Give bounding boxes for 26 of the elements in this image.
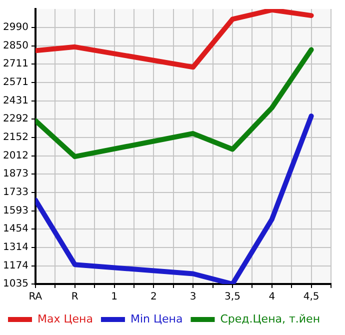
- y-tick-label: 2292: [2, 114, 28, 125]
- y-tick-label: 2990: [2, 22, 28, 34]
- x-tick-label: 3,5: [224, 292, 240, 303]
- y-tick-label: 2012: [2, 150, 28, 162]
- y-tick-label: 2571: [2, 77, 28, 88]
- x-tick-label: 4,5: [303, 292, 320, 303]
- y-tick-label: 1454: [2, 224, 28, 235]
- y-tick-label: 2431: [2, 95, 28, 106]
- x-tick-label: R: [71, 292, 78, 303]
- x-tick-label: 4: [268, 292, 276, 303]
- y-tick-label: 2850: [2, 40, 28, 52]
- y-tick-label: 2152: [2, 132, 28, 144]
- x-tick-label: 2: [150, 292, 157, 303]
- x-tick-label: RA: [28, 292, 42, 303]
- x-tick-label: 1: [111, 292, 118, 303]
- y-tick-label: 1174: [2, 260, 28, 272]
- legend-label: Min Цена: [130, 312, 183, 326]
- y-tick-label: 1314: [2, 242, 28, 253]
- y-tick-label: 1593: [2, 205, 28, 216]
- x-tick-label: 3: [190, 292, 196, 303]
- legend-label: Max Цена: [38, 312, 93, 326]
- y-tick-label: 1873: [2, 168, 28, 180]
- y-tick-label: 1733: [2, 187, 28, 198]
- y-tick-label: 1035: [2, 278, 28, 290]
- y-tick-label: 2711: [2, 58, 28, 70]
- legend-label: Сред.Цена, т.йен: [220, 312, 320, 326]
